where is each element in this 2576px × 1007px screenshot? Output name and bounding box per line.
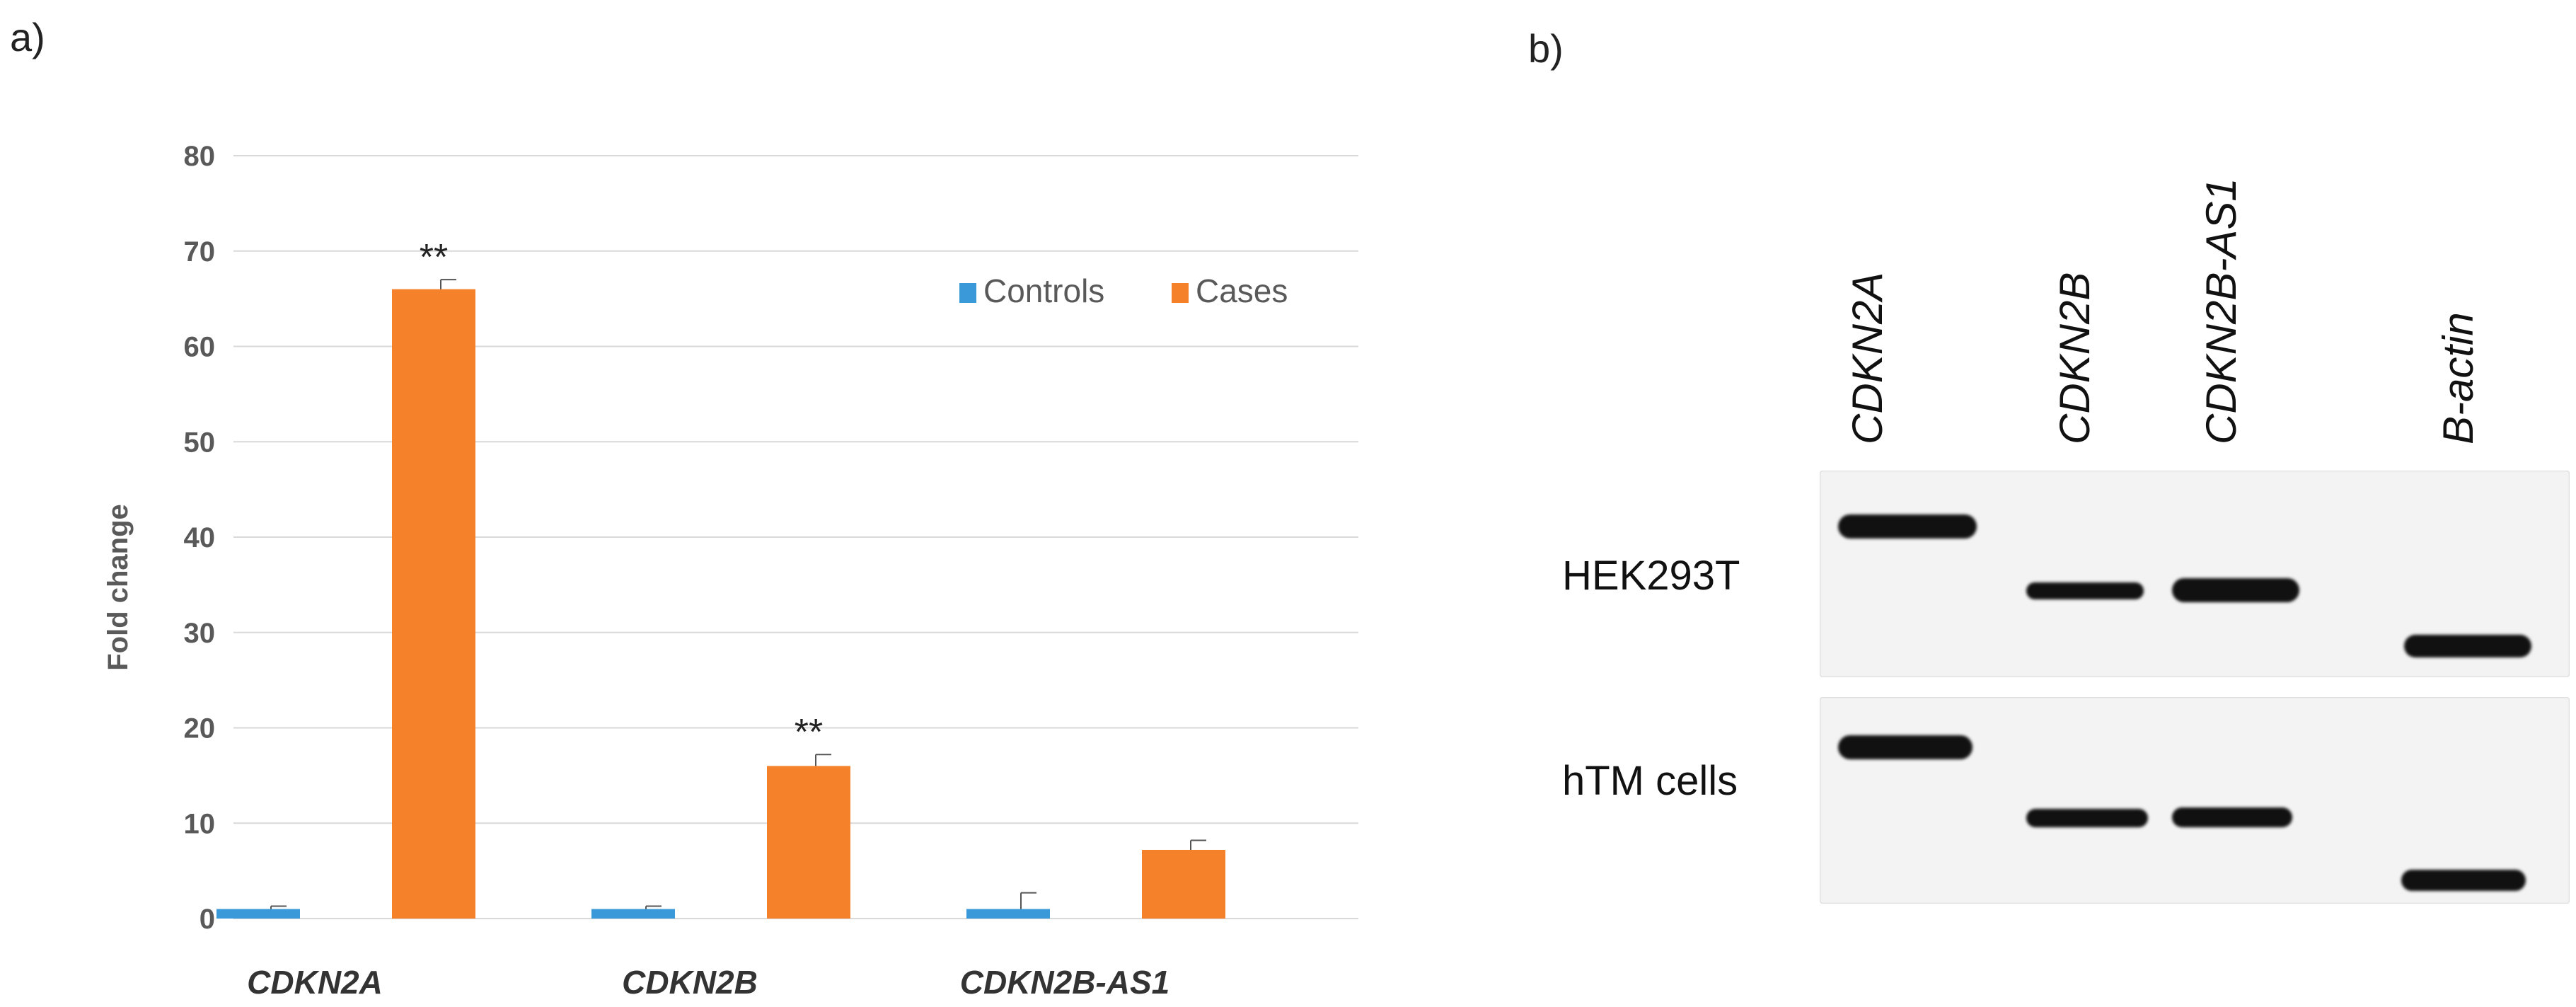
- y-tick-label: 10: [184, 808, 216, 839]
- y-tick-labels: 0 10 20 30 40 50 60 70 80: [184, 141, 216, 935]
- band-htm-cdkn2b: [2026, 809, 2148, 827]
- y-tick-label: 60: [184, 332, 216, 363]
- lane-label-cdkn2b: CDKN2B: [2051, 272, 2098, 444]
- band-hek293t-b-actin: [2404, 635, 2531, 657]
- y-tick-label: 50: [184, 427, 216, 458]
- bars: [216, 289, 1225, 919]
- y-tick-label: 80: [184, 141, 216, 172]
- fold-change-bar-chart: 0 10 20 30 40 50 60 70 80 CDKN2A CDKN2B CDKN2B-AS1…: [103, 141, 1358, 1001]
- legend-cases-swatch: [1172, 283, 1189, 303]
- error-bars: [270, 279, 1206, 909]
- bar-controls-cdkn2b: [591, 909, 675, 919]
- category-label: CDKN2A: [247, 964, 383, 1001]
- category-label: CDKN2B-AS1: [960, 964, 1169, 1001]
- bar-controls-cdkn2b-as1: [966, 909, 1050, 919]
- band-hek293t-cdkn2b-as1: [2172, 578, 2299, 602]
- category-labels: CDKN2A CDKN2B CDKN2B-AS1: [247, 964, 1169, 1001]
- panel-b-label: b): [1528, 26, 1564, 71]
- band-htm-b-actin: [2401, 870, 2526, 891]
- significance-annotations: ** **: [420, 237, 823, 753]
- bar-cases-cdkn2b: [767, 766, 850, 919]
- bar-cases-cdkn2a: [392, 289, 475, 919]
- y-tick-label: 20: [184, 713, 216, 744]
- y-tick-label: 70: [184, 236, 216, 267]
- bar-cases-cdkn2b-as1: [1142, 849, 1225, 919]
- legend-cases-label: Cases: [1196, 272, 1288, 309]
- row-label-hek293t: HEK293T: [1562, 553, 1740, 599]
- lane-label-cdkn2a: CDKN2A: [1844, 272, 1891, 444]
- legend-controls-swatch: [959, 283, 976, 303]
- significance-mark: **: [420, 237, 448, 278]
- gel-image-hek293t: [1820, 471, 2570, 677]
- y-axis-label: Fold change: [103, 504, 134, 671]
- bar-controls-cdkn2a: [216, 909, 300, 919]
- band-htm-cdkn2b-as1: [2172, 807, 2292, 827]
- band-hek293t-cdkn2b: [2026, 582, 2144, 599]
- legend-controls-label: Controls: [983, 272, 1104, 309]
- band-hek293t-cdkn2a: [1838, 514, 1977, 539]
- lane-label-b-actin: B-actin: [2435, 312, 2482, 444]
- lane-label-cdkn2b-as1: CDKN2B-AS1: [2197, 178, 2245, 444]
- significance-mark: **: [795, 712, 823, 753]
- y-tick-label: 40: [184, 522, 216, 553]
- row-label-htm-cells: hTM cells: [1562, 758, 1738, 804]
- gel-image-htm-cells: [1820, 697, 2570, 904]
- panel-a-label: a): [10, 15, 45, 59]
- legend: Controls Cases: [959, 272, 1288, 309]
- category-label: CDKN2B: [622, 964, 758, 1001]
- band-htm-cdkn2a: [1838, 735, 1973, 759]
- y-tick-label: 0: [200, 904, 215, 935]
- y-tick-label: 30: [184, 618, 216, 649]
